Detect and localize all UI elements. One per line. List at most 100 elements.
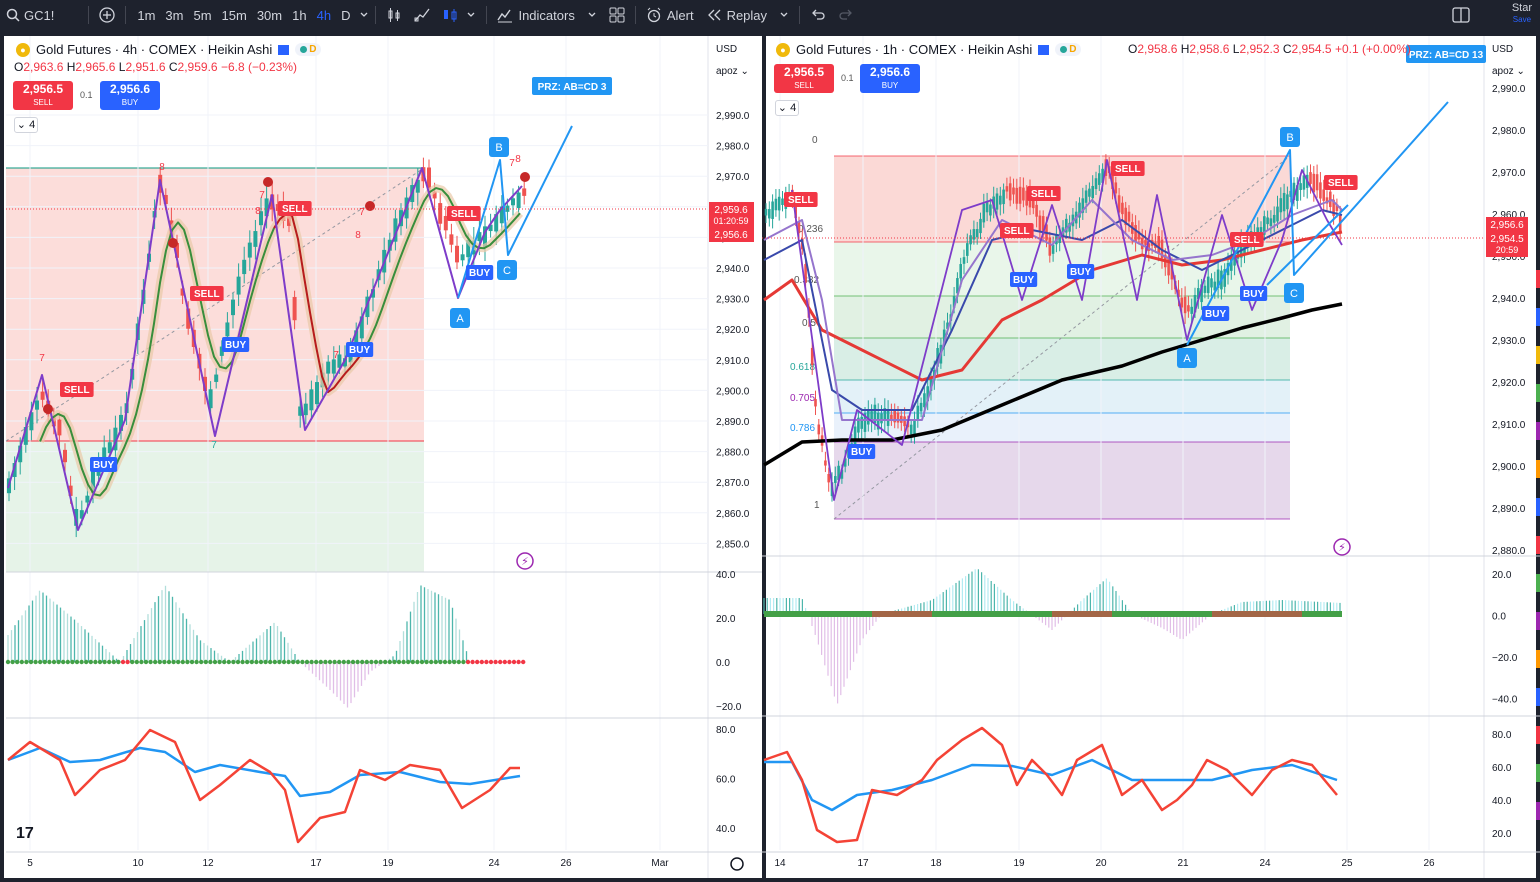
undo-button[interactable] xyxy=(804,0,832,30)
osc-zero-dot xyxy=(148,659,153,665)
candle-body xyxy=(962,257,966,264)
abcd-pattern-line xyxy=(1186,101,1449,346)
chart-type-candles[interactable] xyxy=(380,0,408,30)
divider xyxy=(799,6,801,24)
candle-body xyxy=(989,204,992,216)
market-status[interactable]: D xyxy=(1055,43,1082,56)
candle-body xyxy=(966,243,969,256)
timeframe-1h[interactable]: 1h xyxy=(292,7,307,23)
sell-button[interactable]: 2,956.5 SELL xyxy=(13,81,73,110)
timeframe-4h[interactable]: 4h xyxy=(316,7,332,23)
alert-button[interactable]: Alert xyxy=(640,0,700,30)
candle-body xyxy=(1263,216,1266,235)
chart-type-heikin[interactable] xyxy=(436,0,482,30)
candle-body xyxy=(1296,185,1299,201)
pattern-label-bg xyxy=(1280,127,1300,147)
timeframe-3m[interactable]: 3m xyxy=(165,7,184,23)
candle-body xyxy=(522,188,527,196)
open-key: O xyxy=(1128,42,1138,56)
candle-body xyxy=(1309,172,1312,184)
rsi-tick-label: 20.0 xyxy=(1492,829,1512,840)
currency-selector[interactable]: USD xyxy=(1492,44,1514,55)
layouts-button[interactable] xyxy=(603,0,631,30)
buy-signal-tag: BUY xyxy=(1243,289,1264,300)
candle-body xyxy=(455,245,459,263)
scale-mode-selector[interactable]: apoz ⌄ xyxy=(716,66,749,77)
right-chart-canvas[interactable]: 010.2360.3820.50.6180.7050.7862,990.02,9… xyxy=(762,0,1540,882)
status-dot xyxy=(300,46,308,53)
candle-body xyxy=(1216,269,1220,289)
td-count-label: 7 xyxy=(259,190,265,201)
candle-body xyxy=(926,386,929,402)
lightning-icon xyxy=(516,552,534,570)
fullscreen-toggle[interactable] xyxy=(1446,0,1476,30)
series-color-marker xyxy=(1536,764,1540,782)
indicators-collapse-button[interactable]: ⌄ 4 xyxy=(14,117,38,133)
osc-zero-dot xyxy=(470,659,475,665)
left-chart-title[interactable]: Gold Futures · 4h · COMEX · Heikin Ashi xyxy=(36,42,273,57)
candle-body xyxy=(1157,236,1160,254)
candle-body xyxy=(840,469,844,479)
osc-zero-dot xyxy=(438,659,443,665)
osc-zero-dot xyxy=(332,659,337,665)
timeframe-5m[interactable]: 5m xyxy=(193,7,212,23)
chevron-down-icon[interactable] xyxy=(466,10,476,20)
candle-body xyxy=(1025,190,1028,206)
buy-button[interactable]: 2,956.6 BUY xyxy=(860,64,920,93)
candle-body xyxy=(1319,182,1322,199)
osc-zero-dot xyxy=(153,659,158,665)
price-tick-label: 2,920.0 xyxy=(716,325,750,336)
flag-icon[interactable] xyxy=(278,44,290,55)
candle-body xyxy=(1088,188,1091,197)
compare-button[interactable] xyxy=(93,0,121,30)
osc-zero-dot xyxy=(171,659,176,665)
zigzag-line xyxy=(791,159,1343,501)
flag-icon[interactable] xyxy=(1038,44,1050,55)
candle-body xyxy=(1068,222,1071,232)
timeframe-1m[interactable]: 1m xyxy=(137,7,156,23)
timeframe-d[interactable]: D xyxy=(341,7,351,23)
chart-type-line[interactable] xyxy=(408,0,436,30)
add-circle-icon xyxy=(99,7,115,23)
scale-mode-selector[interactable]: apoz ⌄ xyxy=(1492,66,1525,77)
osc-zero-dot xyxy=(314,659,319,665)
sell-button[interactable]: 2,956.5 SELL xyxy=(774,64,834,93)
timeframe-15m[interactable]: 15m xyxy=(221,7,247,23)
replay-button[interactable]: Replay xyxy=(700,0,795,30)
market-status[interactable]: D xyxy=(295,43,322,56)
candle-body xyxy=(1259,227,1263,233)
candle-body xyxy=(1183,296,1187,314)
sell-price: 2,956.5 xyxy=(22,82,64,96)
candle-body xyxy=(1332,199,1335,216)
date-tick-label: 17 xyxy=(310,858,322,869)
osc-zero-dot xyxy=(194,659,199,665)
open-value: 2,963.6 xyxy=(23,60,64,74)
indicators-collapse-button[interactable]: ⌄ 4 xyxy=(775,100,799,116)
divider xyxy=(634,6,636,24)
candle-body xyxy=(488,224,493,232)
chevron-down-icon[interactable] xyxy=(359,10,369,20)
chevron-down-icon[interactable] xyxy=(587,10,597,20)
buy-button[interactable]: 2,956.6 BUY xyxy=(100,81,160,110)
candle-body xyxy=(1084,190,1088,203)
candle-body xyxy=(1032,194,1035,209)
currency-selector[interactable]: USD xyxy=(716,44,738,55)
osc-zero-dot xyxy=(465,659,471,665)
ma-line-black xyxy=(763,302,1343,467)
indicators-button[interactable]: Indicators xyxy=(491,0,602,30)
candle-body xyxy=(298,406,303,416)
prz-label: PRZ: AB=CD 13 xyxy=(1409,50,1484,61)
candle-body xyxy=(1058,234,1061,243)
series-color-marker xyxy=(1536,384,1540,402)
timeframe-30m[interactable]: 30m xyxy=(256,7,283,23)
left-chart-canvas[interactable]: 2,990.02,980.02,970.02,960.02,950.02,940… xyxy=(0,0,766,882)
high-key: H xyxy=(1180,42,1190,56)
candle-body xyxy=(1124,207,1127,226)
date-tick-label: 5 xyxy=(27,858,33,869)
right-chart-title[interactable]: Gold Futures · 1h · COMEX · Heikin Ashi xyxy=(796,42,1033,57)
redo-button[interactable] xyxy=(832,0,860,30)
sell-signal-tag-bg xyxy=(1111,161,1145,176)
star-save-button[interactable]: Star Save xyxy=(1512,2,1532,26)
chevron-down-icon[interactable] xyxy=(779,10,789,20)
symbol-search[interactable]: GC1! xyxy=(0,0,60,30)
